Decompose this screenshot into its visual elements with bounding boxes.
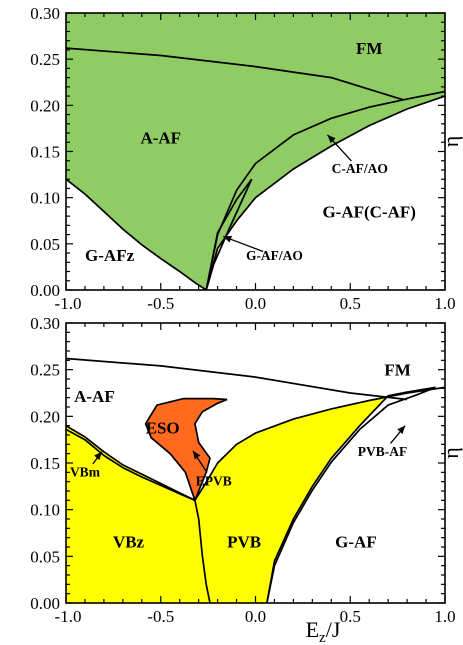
bottom-region-label-fm: FM — [384, 361, 410, 380]
top-x-tick-label: -0.5 — [147, 294, 174, 313]
bottom-region-label-pvb: PVB — [227, 532, 261, 551]
bottom-phase-diagram-panel: -1.0 -0.5 0.0 0.5 1.0 0.00 0.05 0.10 0.15 0.20 0.2… — [30, 314, 463, 645]
top-y-tick-label: 0.15 — [30, 143, 60, 162]
top-phase-diagram-panel: -1.0 -0.5 0.0 0.5 1.0 0.00 0.05 0.10 0.15 0.20 0.2… — [30, 4, 463, 313]
bottom-x-tick-label: -1.0 — [55, 607, 82, 626]
bottom-y-tick-label: 0.25 — [30, 361, 60, 380]
top-y-tick-label: 0.25 — [30, 50, 60, 69]
top-phase-boundary-5 — [205, 178, 253, 290]
top-x-tick-label: -1.0 — [55, 294, 82, 313]
bottom-phase-boundary-4 — [144, 397, 228, 501]
bottom-y-tick-label: 0.20 — [30, 407, 60, 426]
bottom-phase-boundary-3 — [66, 428, 196, 502]
top-region-label-fm: FM — [356, 39, 382, 58]
bottom-annotation-arrowhead — [192, 450, 201, 460]
top-x-tick-label: 0.0 — [245, 294, 266, 313]
bottom-orange-eso-area — [145, 398, 228, 501]
bottom-annotation-pvb-af: PVB-AF — [358, 444, 408, 459]
bottom-y-tick-label: 0.00 — [30, 594, 60, 613]
bottom-y-tick-label: 0.05 — [30, 547, 60, 566]
bottom-y-tick-label: 0.30 — [30, 314, 60, 333]
bottom-y-axis-title: η — [438, 447, 463, 459]
top-y-tick-label: 0.20 — [30, 96, 60, 115]
top-region-label-g-af-c-af-: G-AF(C-AF) — [322, 203, 415, 222]
top-phase-boundary-1 — [66, 47, 404, 101]
top-green-phase-area — [66, 13, 445, 290]
top-y-tick-label: 0.05 — [30, 235, 60, 254]
bottom-x-tick-label: 0.5 — [340, 607, 361, 626]
bottom-annotation-arrowhead — [397, 425, 406, 434]
bottom-x-axis-title: Ez/J — [306, 617, 341, 645]
top-region-label-g-afz: G-AFz — [85, 246, 135, 265]
bottom-phase-boundary-2 — [66, 424, 196, 502]
top-annotation-g-af-ao: G-AF/AO — [246, 248, 303, 263]
top-annotation-arrowhead — [327, 134, 336, 144]
bottom-x-tick-label: 0.0 — [245, 607, 266, 626]
bottom-y-tick-label: 0.15 — [30, 454, 60, 473]
bottom-yellow-phase-area-1 — [66, 425, 210, 603]
bottom-region-label-eso: ESO — [146, 419, 180, 438]
top-annotation-arrowhead — [223, 235, 232, 243]
bottom-x-tick-label: 1.0 — [434, 607, 455, 626]
bottom-phase-boundary-9 — [266, 386, 436, 603]
top-y-tick-label: 0.00 — [30, 281, 60, 300]
bottom-phase-boundary-5 — [194, 398, 228, 501]
top-phase-boundary-6 — [205, 178, 253, 290]
top-y-tick-label: 0.10 — [30, 189, 60, 208]
bottom-region-label-g-af: G-AF — [335, 532, 377, 551]
bottom-annotation-epvb: EPVB — [196, 474, 232, 489]
top-phase-boundary-2 — [205, 90, 445, 290]
top-annotation-c-af-ao: C-AF/AO — [332, 161, 388, 176]
bottom-phase-boundary-7 — [194, 500, 211, 603]
bottom-annotation-vbm: VBm — [70, 464, 101, 479]
top-y-tick-label: 0.30 — [30, 4, 60, 23]
bottom-region-label-vbz: VBz — [113, 532, 145, 551]
top-region-label-a-af: A-AF — [140, 129, 181, 148]
top-y-axis-title: η — [438, 136, 463, 148]
bottom-phase-boundary-8 — [266, 386, 436, 603]
top-x-tick-label: 1.0 — [434, 294, 455, 313]
bottom-y-tick-label: 0.10 — [30, 501, 60, 520]
top-phase-boundary-4 — [66, 178, 207, 290]
top-x-tick-label: 0.5 — [340, 294, 361, 313]
bottom-region-label-a-af: A-AF — [74, 387, 115, 406]
bottom-phase-boundary-1 — [66, 357, 408, 401]
bottom-x-tick-label: -0.5 — [147, 607, 174, 626]
bottom-annotation-arrowhead — [94, 451, 103, 461]
